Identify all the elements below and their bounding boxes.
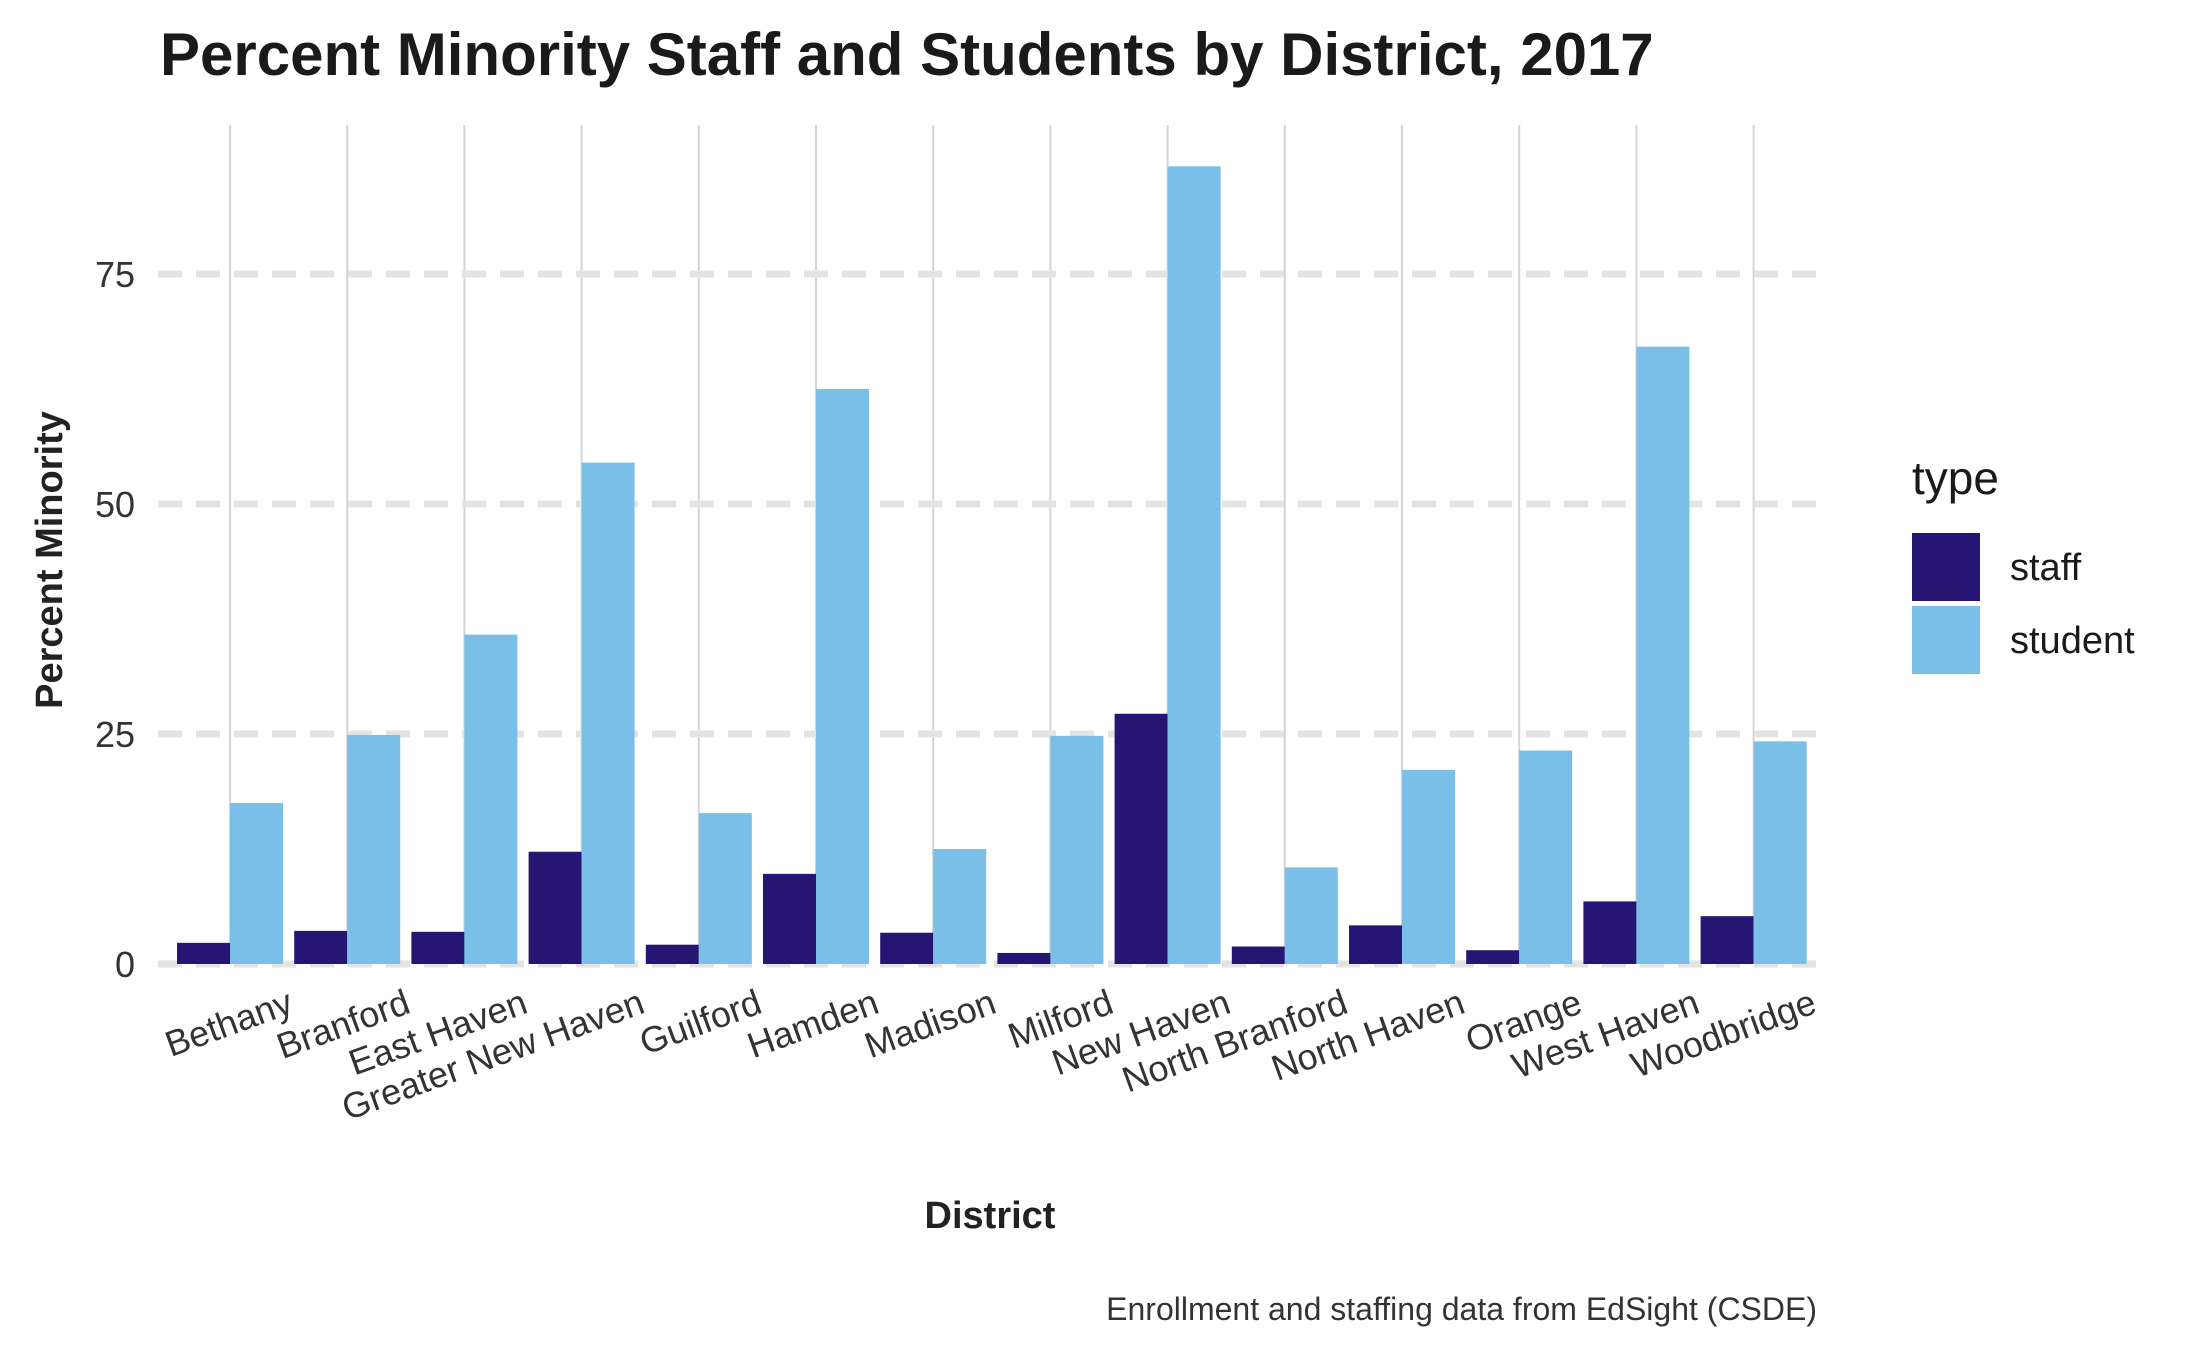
y-tick-label: 25 (95, 714, 135, 755)
bar-staff (880, 932, 934, 964)
bar-student (816, 389, 869, 964)
bar-staff (1700, 916, 1754, 964)
x-tick-label: Hamden (742, 981, 884, 1066)
y-tick-label: 75 (95, 254, 135, 295)
x-tick-label: Madison (859, 981, 1001, 1066)
gridlines (158, 125, 1822, 968)
bars (177, 166, 1807, 965)
bar-staff (763, 873, 816, 964)
legend: type staff student (1912, 452, 2135, 674)
bar-staff (1466, 950, 1520, 964)
bar-student (1402, 769, 1455, 964)
bar-staff (645, 944, 699, 964)
caption: Enrollment and staffing data from EdSigh… (1106, 1291, 1817, 1327)
y-tick-label: 0 (115, 944, 135, 985)
bar-staff (528, 851, 582, 964)
bar-student (698, 813, 752, 964)
bar-student (1753, 741, 1807, 964)
bar-student (230, 803, 283, 964)
bar-student (933, 849, 987, 964)
legend-title: type (1912, 452, 1999, 504)
bar-staff (1231, 946, 1285, 964)
bar-staff (177, 942, 230, 964)
bar-student (581, 462, 635, 964)
bar-staff (1583, 901, 1637, 964)
bar-staff (294, 930, 348, 964)
y-tick-label: 50 (95, 484, 135, 525)
bar-staff (411, 931, 465, 964)
legend-swatch-staff (1912, 533, 1980, 601)
bar-staff (1349, 925, 1402, 964)
bar-student (464, 634, 518, 964)
legend-label-staff: staff (2010, 547, 2082, 589)
legend-swatch-student (1912, 606, 1980, 674)
bar-student (347, 734, 401, 964)
bar-staff (1114, 713, 1168, 964)
bar-student (1636, 346, 1690, 964)
bar-staff (997, 952, 1051, 964)
x-tick-label: Bethany (160, 981, 298, 1065)
bar-student (1519, 750, 1573, 964)
y-tick-labels: 0 25 50 75 (95, 254, 135, 985)
chart-title: Percent Minority Staff and Students by D… (160, 21, 1654, 88)
x-axis-title: District (925, 1195, 1056, 1237)
x-tick-label: Guilford (634, 981, 766, 1063)
y-axis-title: Percent Minority (29, 411, 71, 709)
bar-student (1284, 867, 1338, 964)
legend-label-student: student (2010, 620, 2135, 662)
bar-student (1167, 166, 1221, 965)
bar-student (1050, 735, 1104, 964)
